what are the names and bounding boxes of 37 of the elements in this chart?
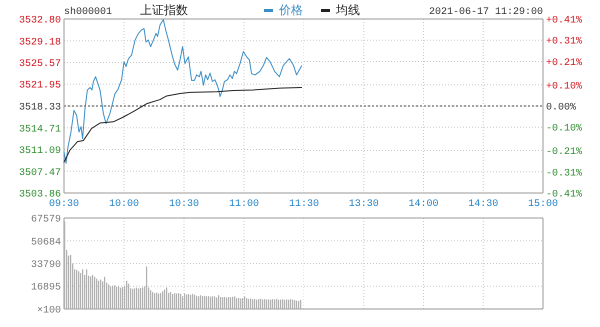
y-tick-label: 3529.18 [18, 37, 61, 48]
x-tick-label: 10:30 [168, 199, 200, 210]
x-tick-label: 09:30 [48, 199, 80, 210]
x-tick-label: 14:00 [408, 199, 439, 210]
y-tick-label: 3511.09 [18, 146, 61, 158]
y2-tick-label: 0.00% [546, 102, 576, 114]
y-tick-label: ×100 [36, 305, 61, 316]
y-tick-label: 3514.71 [18, 124, 61, 136]
x-tick-label: 13:30 [348, 199, 379, 210]
y-tick-label: 3532.80 [18, 16, 61, 26]
y2-tick-label: +0.21% [546, 58, 582, 69]
y-tick-label: 33790 [30, 260, 61, 271]
text: sh000001 [64, 6, 112, 18]
y-tick-label: 50684 [30, 237, 61, 248]
text: 2021-06-17 11:29:00 [428, 7, 543, 18]
y-tick-label: 3521.95 [18, 80, 61, 92]
y-tick-label: 3525.57 [18, 58, 61, 70]
y-tick-label: 67579 [30, 214, 61, 226]
legend-label: 价格 [278, 3, 303, 17]
y2-tick-label: +0.31% [546, 36, 582, 48]
x-tick-label: 14:30 [468, 199, 498, 210]
y2-tick-label: -0.10% [546, 124, 582, 135]
y2-tick-label: +0.41% [546, 16, 582, 26]
y2-tick-label: +0.10% [546, 81, 582, 92]
y-tick-label: 3518.33 [18, 102, 61, 114]
x-tick-label: 10:00 [108, 199, 140, 210]
y-tick-label: 3503.86 [18, 190, 61, 200]
x-tick-label: 11:30 [288, 199, 320, 210]
y-tick-label: 3507.47 [18, 168, 61, 179]
y2-tick-label: -0.21% [546, 147, 582, 158]
y-tick-label: 16895 [30, 282, 61, 294]
legend-label: 均线 [335, 3, 360, 17]
y2-tick-label: -0.41% [546, 190, 582, 200]
y2-tick-label: -0.31% [546, 168, 582, 180]
x-tick-label: 11:00 [228, 199, 260, 210]
x-tick-label: 15:00 [528, 199, 558, 210]
chart-title: 上证指数 [140, 3, 188, 17]
